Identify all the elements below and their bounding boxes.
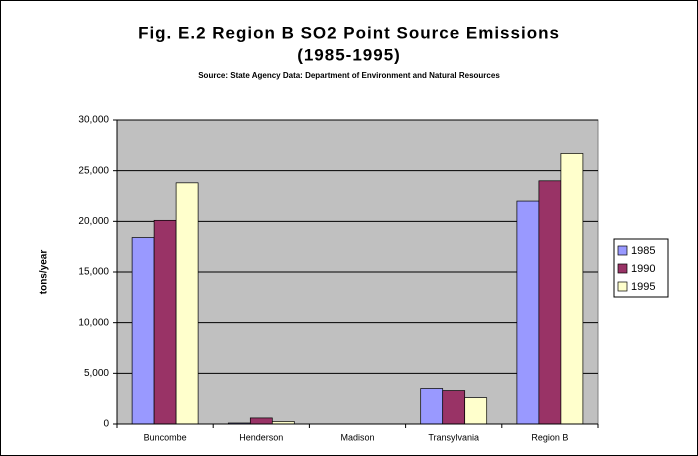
bar	[420, 388, 444, 425]
y-axis-label: tons/year	[39, 250, 50, 295]
bar	[249, 417, 273, 425]
x-tick-label: Transylvania	[428, 432, 479, 442]
bar	[153, 219, 177, 425]
bar	[464, 397, 488, 425]
bar	[560, 153, 584, 425]
y-tick-label: 30,000	[78, 115, 109, 126]
legend-label: 1990	[631, 263, 655, 275]
legend-label: 1995	[631, 281, 655, 293]
chart-title: (1985-1995)	[297, 45, 401, 64]
legend-label: 1985	[631, 245, 655, 257]
chart-subtitle: Source: State Agency Data: Department of…	[198, 71, 500, 80]
bar	[175, 182, 199, 425]
bar	[131, 237, 155, 425]
bar	[516, 200, 540, 425]
y-tick-label: 5,000	[84, 368, 109, 379]
y-tick-label: 25,000	[78, 165, 109, 176]
legend-swatch	[617, 263, 628, 274]
x-tick-label: Madison	[340, 432, 374, 442]
chart-title: Fig. E.2 Region B SO2 Point Source Emiss…	[138, 23, 560, 42]
bar	[442, 390, 466, 425]
x-tick-label: Buncombe	[144, 432, 187, 442]
y-tick-label: 15,000	[78, 267, 109, 278]
legend-swatch	[617, 245, 628, 256]
x-tick-label: Henderson	[239, 432, 283, 442]
y-tick-label: 10,000	[78, 317, 109, 328]
x-tick-label: Region B	[531, 432, 568, 442]
y-tick-label: 20,000	[78, 216, 109, 227]
legend-swatch	[617, 281, 628, 292]
bar	[538, 180, 562, 425]
y-tick-label: 0	[103, 419, 109, 430]
